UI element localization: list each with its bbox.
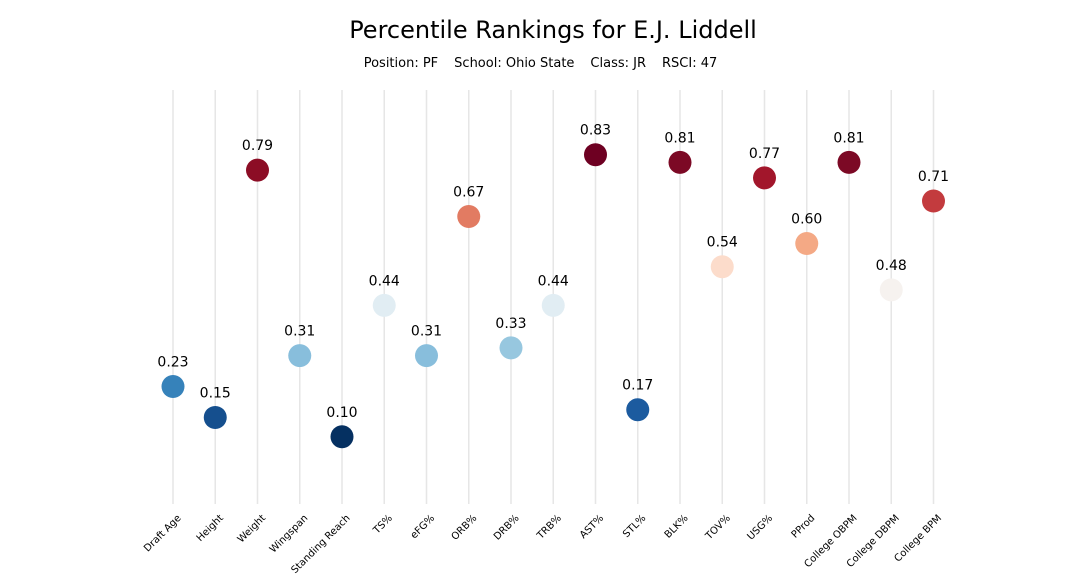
marker-tov-pct: [710, 255, 734, 279]
value-label-college-obpm: 0.81: [833, 130, 864, 146]
marker-standing-reach: [330, 425, 354, 449]
value-label-ast-pct: 0.83: [580, 123, 611, 139]
marker-stl-pct: [626, 398, 650, 422]
tick-label-ts-pct: TS%: [371, 513, 395, 537]
value-label-usg-pct: 0.77: [749, 146, 780, 162]
value-label-pprod: 0.60: [791, 212, 822, 228]
tick-label-height: Height: [195, 513, 226, 544]
marker-college-bpm: [922, 189, 945, 213]
tick-label-orb-pct: ORB%: [450, 513, 480, 543]
marker-college-dbpm: [879, 278, 903, 302]
value-label-stl-pct: 0.17: [622, 378, 653, 394]
marker-college-obpm: [837, 150, 861, 174]
chart-subtitle: Position: PF School: Ohio State Class: JR R…: [0, 56, 1080, 71]
tick-label-trb-pct: TRB%: [535, 513, 564, 542]
tick-label-weight: Weight: [236, 513, 268, 545]
school-label: School: Ohio State: [454, 56, 575, 71]
marker-draft-age: [161, 375, 185, 399]
marker-blk-pct: [668, 150, 692, 174]
value-label-drb-pct: 0.33: [495, 316, 526, 332]
tick-label-pprod: PProd: [790, 513, 818, 541]
tick-label-blk-pct: BLK%: [663, 513, 691, 541]
value-label-ts-pct: 0.44: [369, 273, 400, 289]
value-label-trb-pct: 0.44: [538, 273, 569, 289]
position-label: Position: PF: [363, 56, 439, 71]
rsci-label: RSCI: 47: [662, 56, 718, 71]
value-label-tov-pct: 0.54: [707, 235, 738, 251]
value-label-blk-pct: 0.81: [664, 130, 695, 146]
tick-label-usg-pct: USG%: [746, 513, 776, 543]
tick-label-stl-pct: STL%: [621, 513, 648, 540]
value-label-efg-pct: 0.31: [411, 324, 442, 340]
value-labels: 0.23 0.15 0.79 0.31 0.10 0.44 0.31 0.67 0.33 0.44…: [157, 123, 949, 421]
value-label-wingspan: 0.31: [284, 324, 315, 340]
value-label-college-bpm: 0.71: [918, 169, 949, 185]
marker-drb-pct: [499, 336, 523, 360]
tick-label-tov-pct: TOV%: [703, 513, 733, 543]
marker-pprod: [795, 232, 819, 256]
value-label-college-dbpm: 0.48: [876, 258, 907, 274]
value-label-draft-age: 0.23: [157, 355, 188, 371]
class-label: Class: JR: [590, 56, 647, 71]
tick-label-wingspan: Wingspan: [268, 513, 311, 556]
marker-ast-pct: [584, 143, 607, 167]
marker-orb-pct: [457, 205, 481, 229]
value-label-standing-reach: 0.10: [326, 405, 357, 421]
tick-label-efg-pct: eFG%: [409, 513, 437, 541]
marker-wingspan: [288, 344, 312, 368]
value-label-weight: 0.79: [242, 138, 273, 154]
tick-label-draft-age: Draft Age: [142, 513, 184, 555]
marker-usg-pct: [753, 166, 776, 190]
marker-efg-pct: [415, 344, 438, 368]
tick-label-drb-pct: DRB%: [492, 513, 522, 543]
tick-label-ast-pct: AST%: [578, 513, 606, 541]
chart-title: Percentile Rankings for E.J. Liddell: [349, 16, 757, 44]
value-label-height: 0.15: [200, 385, 231, 401]
markers: [161, 143, 945, 449]
marker-trb-pct: [541, 293, 565, 317]
marker-height: [203, 405, 227, 429]
marker-weight: [246, 158, 269, 182]
value-label-orb-pct: 0.67: [453, 185, 484, 201]
marker-ts-pct: [372, 293, 396, 317]
